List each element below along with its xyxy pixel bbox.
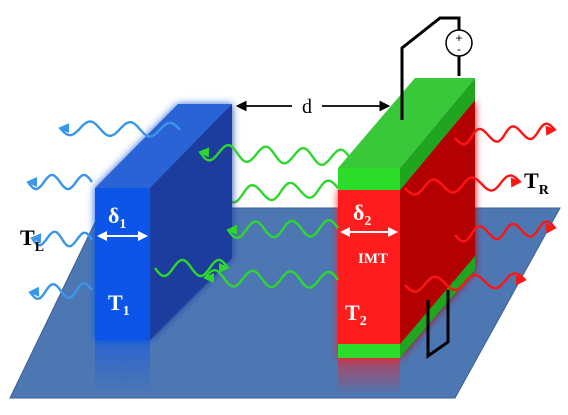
- red-wave-1: [454, 122, 556, 146]
- red-wave-4-head: [515, 275, 527, 286]
- wire-top: [400, 16, 461, 120]
- slab2-thickness-label: δ2: [353, 200, 371, 229]
- slab2-temp-label: T2: [345, 300, 367, 329]
- green-wave-1: [199, 143, 351, 167]
- left-temp-label: TL: [20, 225, 44, 255]
- coat-bottom-front: [338, 344, 400, 358]
- voltage-source-icon: [445, 29, 473, 57]
- circuit: + -: [400, 16, 473, 359]
- slab2-front: [338, 190, 400, 358]
- green-wave-5-head: [219, 263, 230, 273]
- gap-label: d: [302, 96, 312, 118]
- green-wave-3: [227, 219, 339, 239]
- slab2-reflection: [338, 358, 400, 395]
- source-minus: -: [457, 42, 461, 56]
- green-wave-4-head: [203, 273, 215, 284]
- blue-wave-1: [59, 120, 181, 138]
- slab1-side: [150, 104, 232, 340]
- blue-wave-3: [30, 230, 94, 248]
- slab-2: [338, 78, 475, 358]
- slab2-side: [400, 100, 475, 358]
- slab1-top: [95, 104, 232, 188]
- floor-plate: [9, 207, 561, 399]
- source-plus: +: [455, 31, 462, 45]
- blue-wave-4-head: [28, 286, 40, 297]
- radiation-waves: [26, 120, 557, 300]
- red-wave-3-head: [545, 223, 557, 234]
- green-wave-1-head: [198, 147, 210, 158]
- green-wave-3-head: [226, 224, 238, 235]
- red-wave-1-head: [545, 125, 557, 136]
- green-wave-4: [204, 268, 339, 289]
- blue-wave-2-head: [26, 177, 37, 187]
- blue-wave-1-head: [58, 123, 70, 134]
- coat-front: [338, 168, 400, 190]
- slab1-temp-label: T1: [108, 290, 130, 319]
- coat-bottom-side: [400, 256, 475, 358]
- red-wave-2-head: [510, 177, 522, 188]
- slab1-reflection: [95, 340, 150, 395]
- blue-wave-4: [29, 282, 93, 300]
- wire-bottom: [426, 290, 450, 359]
- slab1-front: [95, 188, 150, 340]
- slab2-material-label: IMT: [358, 251, 388, 267]
- slab-1: [95, 104, 232, 340]
- blue-wave-3-head: [30, 233, 42, 244]
- coat-top: [338, 78, 475, 168]
- right-temp-label: TR: [524, 168, 550, 198]
- red-wave-2: [404, 174, 521, 196]
- coat-side: [400, 78, 475, 190]
- green-wave-5: [154, 258, 229, 278]
- red-wave-3: [454, 220, 556, 243]
- red-wave-4: [404, 272, 526, 293]
- slab1-thickness-label: δ1: [108, 203, 126, 232]
- blue-wave-2: [27, 173, 93, 191]
- gap-indicator: d: [235, 96, 391, 118]
